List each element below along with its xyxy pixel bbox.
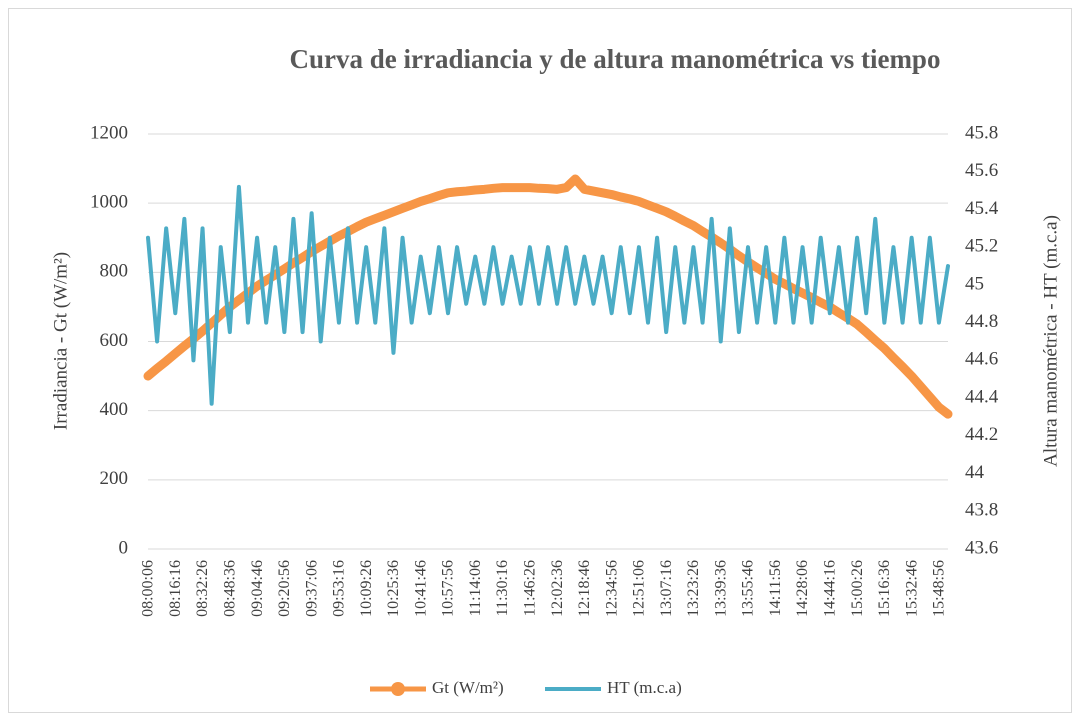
x-tick-label: 11:46:26 — [521, 560, 538, 616]
x-tick-label: 11:14:06 — [467, 560, 484, 616]
y2-tick-label: 44.4 — [965, 386, 999, 407]
y2-tick-label: 43.6 — [965, 537, 998, 558]
series-line — [146, 184, 950, 406]
x-tick-label: 13:07:16 — [658, 560, 675, 617]
y2-tick-label: 44 — [965, 462, 985, 483]
legend-label: HT (m.c.a) — [607, 678, 682, 697]
y2-tick-label: 45.8 — [965, 122, 998, 143]
x-tick-label: 12:51:06 — [631, 560, 648, 617]
x-tick-label: 09:20:56 — [276, 560, 293, 617]
y2-tick-label: 45.2 — [965, 236, 998, 257]
y2-tick-label: 44.6 — [965, 349, 998, 370]
x-tick-label: 14:28:06 — [794, 560, 811, 617]
y-tick-label: 1000 — [90, 192, 128, 213]
x-tick-label: 12:02:36 — [549, 560, 566, 617]
y2-tick-label: 44.8 — [965, 311, 998, 332]
y-tick-label: 400 — [100, 399, 129, 420]
y2-tick-label: 45 — [965, 273, 984, 294]
x-tick-label: 15:00:26 — [849, 560, 866, 617]
y2-axis-title: Altura manométrica - HT (m.c.a) — [1040, 215, 1061, 467]
y-tick-label: 800 — [100, 261, 129, 282]
x-tick-label: 14:44:16 — [821, 560, 838, 617]
y-tick-label: 600 — [100, 330, 129, 351]
x-tick-label: 15:16:36 — [876, 560, 893, 617]
x-tick-label: 09:53:16 — [331, 560, 348, 617]
x-tick-label: 10:41:46 — [412, 560, 429, 617]
x-tick-label: 13:39:36 — [712, 560, 729, 617]
y2-tick-label: 45.6 — [965, 160, 998, 181]
x-tick-label: 08:32:26 — [194, 560, 211, 617]
y2-tick-label: 45.4 — [965, 198, 999, 219]
x-tick-label: 12:18:46 — [576, 560, 593, 617]
y-tick-label: 1200 — [90, 122, 128, 143]
x-tick-label: 11:30:16 — [494, 560, 511, 616]
y2-tick-label: 44.2 — [965, 424, 998, 445]
x-tick-label: 10:25:36 — [385, 560, 402, 617]
x-tick-label: 15:48:56 — [931, 560, 948, 617]
x-tick-label: 10:09:26 — [358, 560, 375, 617]
x-tick-label: 09:37:06 — [303, 560, 320, 617]
x-tick-label: 15:32:46 — [903, 560, 920, 617]
x-tick-label: 08:00:06 — [140, 560, 157, 617]
chart-title: Curva de irradiancia y de altura manomét… — [290, 44, 941, 74]
x-tick-label: 13:55:46 — [740, 560, 757, 617]
y-axis-title: Irradiancia - Gt (W/m²) — [50, 252, 71, 430]
y-tick-label: 200 — [100, 468, 129, 489]
y2-tick-label: 43.8 — [965, 500, 998, 521]
y-tick-label: 0 — [119, 537, 129, 558]
legend-label: Gt (W/m²) — [432, 678, 504, 697]
x-tick-label: 12:34:56 — [603, 560, 620, 617]
legend-marker — [391, 682, 405, 696]
x-tick-label: 08:16:16 — [167, 560, 184, 617]
x-tick-label: 10:57:56 — [440, 560, 457, 617]
x-tick-label: 14:11:56 — [767, 560, 784, 616]
x-tick-label: 09:04:46 — [249, 560, 266, 617]
x-tick-label: 13:23:26 — [685, 560, 702, 617]
x-tick-label: 08:48:36 — [221, 560, 238, 617]
